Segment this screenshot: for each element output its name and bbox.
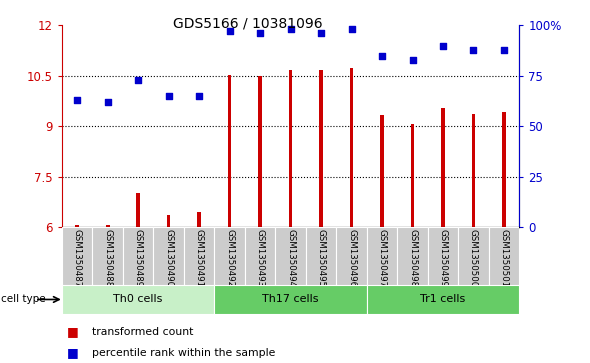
Point [194, 93, 204, 99]
Bar [502, 112, 506, 227]
Text: GSM1350501: GSM1350501 [500, 229, 509, 287]
Bar [319, 70, 323, 227]
Text: GDS5166 / 10381096: GDS5166 / 10381096 [173, 16, 323, 30]
Bar [184, 227, 214, 285]
Text: GSM1350488: GSM1350488 [103, 229, 112, 287]
Point [499, 47, 509, 53]
Bar [197, 212, 201, 227]
Text: GSM1350498: GSM1350498 [408, 229, 417, 287]
Point [164, 93, 173, 99]
Text: GSM1350496: GSM1350496 [347, 229, 356, 287]
Bar [106, 225, 110, 227]
Bar [228, 75, 231, 227]
Text: percentile rank within the sample: percentile rank within the sample [91, 347, 275, 358]
Text: Tr1 cells: Tr1 cells [420, 294, 466, 305]
Text: ■: ■ [67, 325, 78, 338]
Bar [136, 193, 140, 227]
Text: cell type: cell type [1, 294, 46, 305]
Bar [276, 227, 306, 285]
Point [347, 26, 356, 32]
Text: GSM1350494: GSM1350494 [286, 229, 295, 287]
Text: GSM1350495: GSM1350495 [317, 229, 326, 287]
Bar [167, 215, 171, 227]
Text: GSM1350497: GSM1350497 [378, 229, 386, 287]
Bar [306, 227, 336, 285]
Bar [350, 68, 353, 227]
Point [73, 97, 82, 103]
Point [408, 57, 417, 62]
Bar [397, 227, 428, 285]
Bar [411, 125, 414, 227]
Bar [380, 115, 384, 227]
Text: GSM1350500: GSM1350500 [469, 229, 478, 287]
Bar [428, 227, 458, 285]
Point [255, 30, 265, 36]
Bar [214, 285, 367, 314]
Bar [214, 227, 245, 285]
Bar [62, 285, 214, 314]
Text: Th17 cells: Th17 cells [263, 294, 319, 305]
Point [378, 53, 387, 58]
Text: GSM1350491: GSM1350491 [195, 229, 204, 287]
Bar [458, 227, 489, 285]
Point [316, 30, 326, 36]
Bar [258, 77, 262, 227]
Text: GSM1350493: GSM1350493 [255, 229, 264, 287]
Bar [336, 227, 367, 285]
Text: GSM1350492: GSM1350492 [225, 229, 234, 287]
Text: GSM1350487: GSM1350487 [73, 229, 81, 287]
Bar [441, 108, 445, 227]
Bar [245, 227, 276, 285]
Text: ■: ■ [67, 346, 78, 359]
Point [438, 42, 448, 48]
Point [469, 47, 478, 53]
Bar [289, 70, 293, 227]
Bar [153, 227, 184, 285]
Bar [367, 227, 397, 285]
Point [133, 77, 143, 83]
Text: GSM1350499: GSM1350499 [438, 229, 447, 287]
Bar [93, 227, 123, 285]
Bar [471, 114, 476, 227]
Point [225, 29, 234, 34]
Point [286, 26, 296, 32]
Bar [76, 225, 79, 227]
Text: transformed count: transformed count [91, 327, 193, 337]
Text: GSM1350489: GSM1350489 [134, 229, 143, 287]
Bar [489, 227, 519, 285]
Bar [123, 227, 153, 285]
Point [103, 99, 112, 105]
Bar [62, 227, 93, 285]
Text: GSM1350490: GSM1350490 [164, 229, 173, 287]
Text: Th0 cells: Th0 cells [113, 294, 163, 305]
Bar [367, 285, 519, 314]
